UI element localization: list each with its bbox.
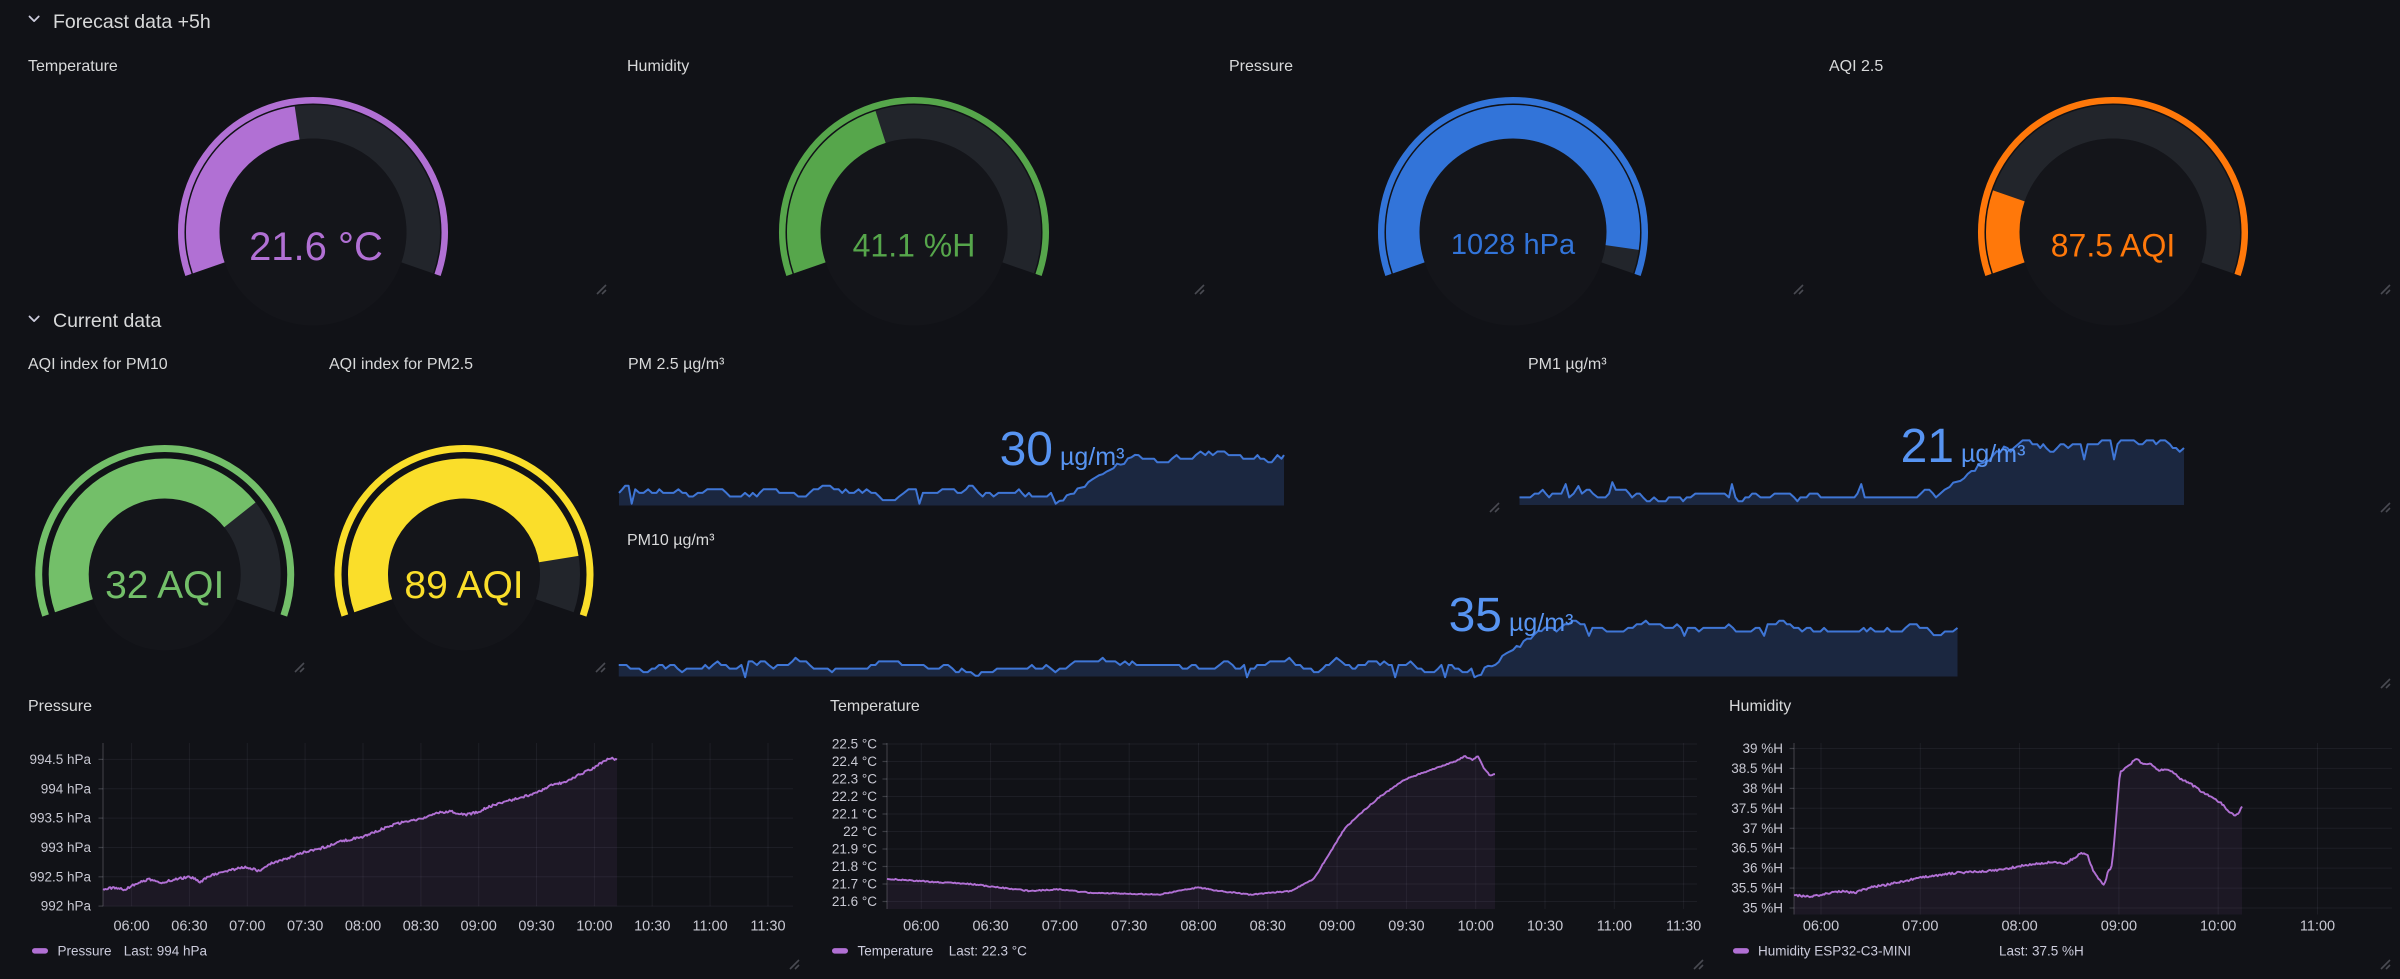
svg-text:08:00: 08:00 [1180, 919, 1216, 935]
svg-text:21.8 °C: 21.8 °C [832, 859, 877, 874]
svg-text:10:00: 10:00 [1458, 919, 1494, 935]
svg-text:35 %H: 35 %H [1742, 901, 1783, 916]
svg-text:21.9 °C: 21.9 °C [832, 842, 877, 857]
svg-text:AQI index for PM10: AQI index for PM10 [28, 356, 168, 373]
svg-text:09:30: 09:30 [518, 919, 554, 935]
svg-text:994 hPa: 994 hPa [41, 781, 92, 796]
svg-text:22 °C: 22 °C [843, 824, 877, 839]
svg-text:35.5 %H: 35.5 %H [1731, 881, 1783, 896]
svg-text:06:00: 06:00 [1803, 919, 1839, 935]
svg-text:AQI 2.5: AQI 2.5 [1829, 58, 1883, 75]
svg-text:21.6 °C: 21.6 °C [832, 894, 877, 909]
svg-text:Last: 994 hPa: Last: 994 hPa [124, 943, 208, 958]
svg-text:41.1 %H: 41.1 %H [853, 228, 976, 264]
svg-text:87.5 AQI: 87.5 AQI [2051, 228, 2176, 264]
svg-text:Humidity: Humidity [1729, 698, 1791, 715]
svg-text:07:00: 07:00 [229, 919, 265, 935]
svg-text:Temperature: Temperature [858, 943, 934, 958]
svg-text:36.5 %H: 36.5 %H [1731, 841, 1783, 856]
svg-text:10:30: 10:30 [1527, 919, 1563, 935]
svg-text:07:00: 07:00 [1902, 919, 1938, 935]
svg-text:22.1 °C: 22.1 °C [832, 807, 877, 822]
svg-text:994.5 hPa: 994.5 hPa [29, 752, 91, 767]
svg-text:38 %H: 38 %H [1742, 781, 1783, 796]
svg-text:32 AQI: 32 AQI [105, 564, 224, 607]
svg-text:06:00: 06:00 [903, 919, 939, 935]
svg-text:07:00: 07:00 [1042, 919, 1078, 935]
svg-text:06:30: 06:30 [972, 919, 1008, 935]
svg-text:Temperature: Temperature [830, 698, 920, 715]
svg-text:10:30: 10:30 [634, 919, 670, 935]
svg-text:08:30: 08:30 [1250, 919, 1286, 935]
svg-text:09:00: 09:00 [2101, 919, 2137, 935]
svg-text:PM1 µg/m³: PM1 µg/m³ [1528, 356, 1607, 373]
svg-text:22.3 °C: 22.3 °C [832, 772, 877, 787]
svg-text:21.6 °C: 21.6 °C [249, 225, 383, 269]
svg-text:21.7 °C: 21.7 °C [832, 877, 877, 892]
svg-text:993.5 hPa: 993.5 hPa [29, 811, 91, 826]
svg-text:37 %H: 37 %H [1742, 821, 1783, 836]
svg-text:Pressure: Pressure [1229, 58, 1293, 75]
svg-text:11:00: 11:00 [2300, 919, 2335, 935]
svg-text:993 hPa: 993 hPa [41, 840, 92, 855]
svg-text:PM 2.5 µg/m³: PM 2.5 µg/m³ [628, 356, 725, 373]
svg-text:Current data: Current data [53, 310, 162, 332]
svg-text:37.5 %H: 37.5 %H [1731, 801, 1783, 816]
svg-text:992 hPa: 992 hPa [41, 899, 92, 914]
svg-text:09:00: 09:00 [461, 919, 497, 935]
svg-text:08:00: 08:00 [345, 919, 381, 935]
svg-text:1028 hPa: 1028 hPa [1451, 229, 1576, 261]
svg-text:AQI index for PM2.5: AQI index for PM2.5 [329, 356, 473, 373]
svg-text:11:00: 11:00 [692, 919, 727, 935]
svg-text:22.5 °C: 22.5 °C [832, 737, 877, 752]
svg-text:10:00: 10:00 [576, 919, 612, 935]
svg-text:08:30: 08:30 [403, 919, 439, 935]
svg-text:09:00: 09:00 [1319, 919, 1355, 935]
svg-text:39 %H: 39 %H [1742, 741, 1783, 756]
svg-text:22.2 °C: 22.2 °C [832, 789, 877, 804]
svg-text:Last: 37.5 %H: Last: 37.5 %H [1999, 943, 2084, 958]
svg-text:10:00: 10:00 [2200, 919, 2236, 935]
svg-text:08:00: 08:00 [2001, 919, 2037, 935]
svg-text:06:30: 06:30 [171, 919, 207, 935]
svg-text:06:00: 06:00 [113, 919, 149, 935]
svg-text:36 %H: 36 %H [1742, 861, 1783, 876]
svg-text:Temperature: Temperature [28, 58, 118, 75]
svg-text:22.4 °C: 22.4 °C [832, 754, 877, 769]
svg-text:09:30: 09:30 [1388, 919, 1424, 935]
svg-text:11:00: 11:00 [1597, 919, 1632, 935]
svg-text:11:30: 11:30 [750, 919, 785, 935]
svg-text:Humidity: Humidity [627, 58, 689, 75]
svg-text:07:30: 07:30 [1111, 919, 1147, 935]
svg-text:11:30: 11:30 [1666, 919, 1701, 935]
svg-text:07:30: 07:30 [287, 919, 323, 935]
svg-text:Pressure: Pressure [58, 943, 112, 958]
svg-text:38.5 %H: 38.5 %H [1731, 761, 1783, 776]
svg-text:Pressure: Pressure [28, 698, 92, 715]
svg-text:Forecast data +5h: Forecast data +5h [53, 11, 211, 33]
svg-text:Last: 22.3 °C: Last: 22.3 °C [949, 943, 1027, 958]
svg-text:89 AQI: 89 AQI [404, 564, 523, 607]
svg-text:PM10 µg/m³: PM10 µg/m³ [627, 532, 715, 549]
svg-text:Humidity ESP32-C3-MINI: Humidity ESP32-C3-MINI [1758, 943, 1911, 958]
svg-text:992.5 hPa: 992.5 hPa [29, 869, 91, 884]
